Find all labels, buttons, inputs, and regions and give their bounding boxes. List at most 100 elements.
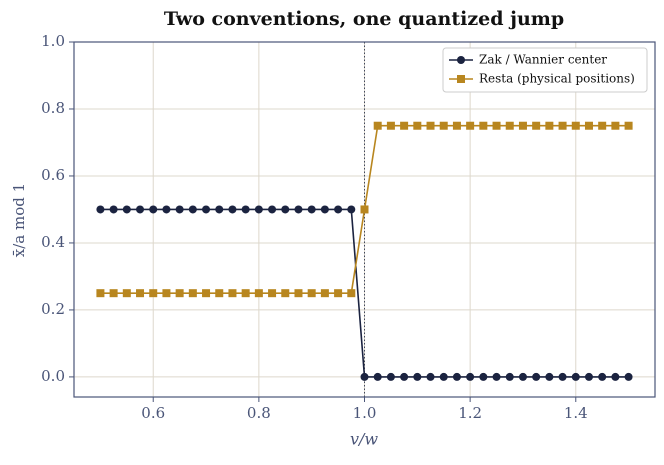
marker — [149, 205, 158, 214]
marker — [479, 372, 488, 381]
marker — [452, 121, 461, 130]
marker — [254, 205, 263, 214]
marker — [175, 289, 184, 298]
y-tick-label: 0.4 — [41, 233, 65, 251]
marker — [413, 372, 422, 381]
marker — [373, 121, 382, 130]
marker — [281, 205, 290, 214]
legend-label: Resta (physical positions) — [479, 72, 635, 86]
marker — [228, 205, 237, 214]
marker — [400, 372, 409, 381]
x-tick-label: 0.8 — [247, 404, 271, 422]
marker — [413, 121, 422, 130]
marker — [162, 205, 171, 214]
x-axis-label: v/w — [350, 430, 378, 449]
marker — [268, 205, 277, 214]
x-tick-label: 1.0 — [353, 404, 377, 422]
marker — [532, 121, 541, 130]
marker — [426, 121, 435, 130]
marker — [202, 289, 211, 298]
marker — [202, 205, 211, 214]
marker — [360, 205, 369, 214]
marker — [545, 372, 554, 381]
y-tick-label: 0.6 — [41, 166, 65, 184]
marker — [109, 205, 118, 214]
x-tick-label: 1.2 — [458, 404, 482, 422]
marker — [136, 289, 145, 298]
marker — [241, 205, 250, 214]
marker — [624, 121, 633, 130]
marker — [518, 372, 527, 381]
marker — [571, 121, 580, 130]
marker — [439, 121, 448, 130]
marker — [492, 372, 501, 381]
marker — [136, 205, 145, 214]
marker — [479, 121, 488, 130]
marker — [96, 289, 105, 298]
marker — [426, 372, 435, 381]
marker — [215, 289, 224, 298]
legend-box — [442, 47, 648, 93]
marker — [360, 372, 369, 381]
marker — [624, 372, 633, 381]
marker — [241, 289, 250, 298]
marker — [149, 289, 158, 298]
marker — [558, 121, 567, 130]
marker — [307, 289, 316, 298]
y-tick-label: 0.2 — [41, 300, 65, 318]
marker — [386, 372, 395, 381]
marker — [532, 372, 541, 381]
marker — [162, 289, 171, 298]
marker — [558, 372, 567, 381]
marker — [545, 121, 554, 130]
legend-marker — [457, 75, 465, 83]
marker — [598, 372, 607, 381]
legend-label: Zak / Wannier center — [479, 53, 607, 67]
marker — [215, 205, 224, 214]
y-tick-label: 0.8 — [41, 99, 65, 117]
marker — [334, 289, 343, 298]
marker — [611, 121, 620, 130]
marker — [466, 372, 475, 381]
marker — [400, 121, 409, 130]
y-tick-label: 1.0 — [41, 32, 65, 50]
y-tick-label: 0.0 — [41, 367, 65, 385]
marker — [386, 121, 395, 130]
marker — [439, 372, 448, 381]
marker — [505, 121, 514, 130]
marker — [598, 121, 607, 130]
x-tick-label: 0.6 — [141, 404, 165, 422]
plot-frame — [73, 41, 656, 398]
marker — [281, 289, 290, 298]
marker — [122, 205, 131, 214]
legend: Zak / Wannier center Resta (physical posi… — [442, 47, 648, 93]
marker — [294, 289, 303, 298]
marker — [96, 205, 105, 214]
marker — [518, 121, 527, 130]
x-tick-label: 1.4 — [564, 404, 588, 422]
legend-marker — [457, 56, 465, 64]
marker — [466, 121, 475, 130]
marker — [268, 289, 277, 298]
marker — [347, 205, 356, 214]
marker — [122, 289, 131, 298]
marker — [188, 289, 197, 298]
marker — [492, 121, 501, 130]
chart-title: Two conventions, one quantized jump — [164, 8, 564, 30]
marker — [505, 372, 514, 381]
marker — [373, 372, 382, 381]
marker — [584, 372, 593, 381]
marker — [334, 205, 343, 214]
marker — [188, 205, 197, 214]
marker — [452, 372, 461, 381]
marker — [347, 289, 356, 298]
y-axis-label: x̄/a mod 1 — [10, 183, 28, 257]
marker — [611, 372, 620, 381]
marker — [175, 205, 184, 214]
marker — [320, 289, 329, 298]
marker — [584, 121, 593, 130]
marker — [571, 372, 580, 381]
marker — [109, 289, 118, 298]
marker — [307, 205, 316, 214]
